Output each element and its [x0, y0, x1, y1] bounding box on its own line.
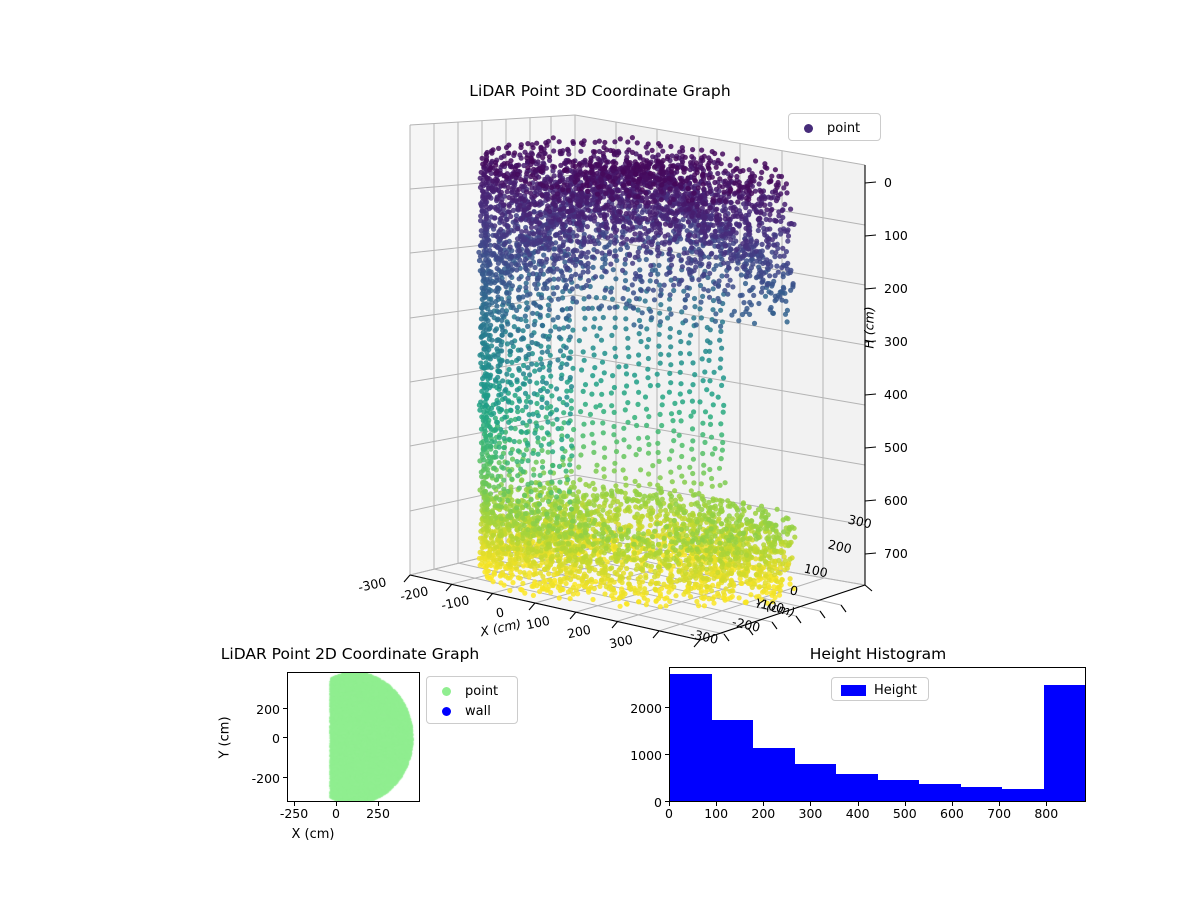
histogram-ytickmark-0: [665, 801, 669, 802]
plot3d-ztick-0: 0: [884, 175, 892, 190]
legend-item-point[interactable]: point: [795, 118, 874, 138]
plot2d-axes[interactable]: [287, 672, 420, 802]
plot3d-legend[interactable]: point: [788, 113, 881, 141]
histogram-xtick-2: 200: [751, 806, 776, 821]
legend-item-point-2d[interactable]: point: [433, 681, 511, 701]
histogram-bar[interactable]: [670, 674, 712, 801]
point-marker-icon: [433, 686, 459, 696]
histogram-bar[interactable]: [794, 764, 836, 801]
histogram-bar[interactable]: [836, 773, 878, 801]
height-bar-swatch-icon: [838, 684, 868, 696]
wall-marker-icon: [433, 706, 459, 716]
histogram-xtick-7: 700: [987, 806, 1012, 821]
plot2d-ytick-1: 0: [272, 731, 280, 746]
plot2d-xtick-1: 0: [332, 806, 340, 821]
histogram-xtickmark-5: [904, 802, 906, 806]
plot2d-ylabel: Y (cm): [217, 716, 233, 759]
histogram-ytickmark-2: [665, 707, 669, 708]
histogram-xtickmark-3: [810, 802, 812, 806]
histogram-xtickmark-4: [857, 802, 859, 806]
plot2d-legend[interactable]: point wall: [426, 676, 518, 724]
histogram-xtickmark-1: [716, 802, 718, 806]
point-marker-icon: [795, 123, 821, 133]
histogram-xtickmark-2: [763, 802, 765, 806]
histogram-xtick-0: 0: [665, 806, 673, 821]
plot3d-ztick-3: 300: [884, 334, 908, 349]
histogram-bar[interactable]: [753, 747, 795, 801]
histogram-bar[interactable]: [877, 779, 919, 801]
histogram-ytick-2: 2000: [630, 701, 662, 716]
plot2d-scatter-canvas: [288, 673, 419, 801]
plot2d-ytickmark-2: [283, 708, 287, 709]
histogram-bar[interactable]: [919, 784, 961, 801]
legend-item-wall-2d[interactable]: wall: [433, 701, 511, 721]
legend-label-height: Height: [874, 682, 917, 698]
legend-item-height[interactable]: Height: [838, 681, 922, 699]
histogram-xtickmark-6: [951, 802, 953, 806]
plot3d-title: LiDAR Point 3D Coordinate Graph: [469, 82, 731, 100]
plot2d-xtick-2: 250: [366, 806, 390, 821]
plot3d-ztick-4: 400: [884, 387, 908, 402]
histogram-title: Height Histogram: [809, 645, 947, 663]
histogram-xtickmark-7: [999, 802, 1001, 806]
plot3d-zlabel: H (cm): [861, 306, 877, 349]
histogram-bar[interactable]: [960, 786, 1002, 801]
histogram-xtick-8: 800: [1034, 806, 1059, 821]
plot2d-ytickmark-0: [283, 777, 287, 778]
histogram-bar[interactable]: [711, 720, 753, 801]
plot2d-ytickmark-1: [283, 737, 287, 738]
plot2d-ytick-2: 200: [256, 702, 280, 717]
plot2d-xtick-0: -250: [279, 806, 309, 821]
histogram-xtick-5: 500: [892, 806, 917, 821]
plot3d-ztick-1: 100: [884, 228, 908, 243]
legend-label-point: point: [827, 120, 861, 136]
histogram-xtick-4: 400: [845, 806, 870, 821]
plot3d-pointcloud: [476, 135, 798, 610]
histogram-legend[interactable]: Height: [831, 677, 929, 701]
plot3d-axes: -300 -200 -100 0 100 200 300 -300 -200 -…: [300, 105, 920, 651]
legend-label-wall-2d: wall: [465, 703, 491, 719]
histogram-ytickmark-1: [665, 754, 669, 755]
plot2d-xtickmark-0: [294, 802, 295, 806]
histogram-xtickmark-0: [669, 802, 670, 806]
plot2d-xlabel: X (cm): [291, 827, 335, 842]
plot3d-ztick-2: 200: [884, 281, 908, 296]
plot2d-ytick-0: -200: [251, 771, 280, 786]
histogram-ytick-0: 0: [654, 795, 662, 810]
plot2d-title: LiDAR Point 2D Coordinate Graph: [220, 645, 480, 663]
plot3d-ztick-6: 600: [884, 493, 908, 508]
histogram-bar[interactable]: [1043, 684, 1085, 801]
histogram-xtick-1: 100: [704, 806, 729, 821]
plot2d-xtickmark-1: [336, 802, 337, 806]
plot3d-panes-and-grid: [403, 114, 877, 648]
legend-label-point-2d: point: [465, 683, 499, 699]
plot2d-xtickmark-2: [378, 802, 379, 806]
histogram-xtickmark-8: [1046, 802, 1048, 806]
histogram-bar[interactable]: [1002, 788, 1044, 801]
plot3d-ztick-7: 700: [884, 546, 908, 561]
histogram-ytick-1: 1000: [630, 748, 662, 763]
histogram-xtick-6: 600: [940, 806, 964, 821]
plot3d-ztick-5: 500: [884, 440, 908, 455]
histogram-xtick-3: 300: [798, 806, 823, 821]
